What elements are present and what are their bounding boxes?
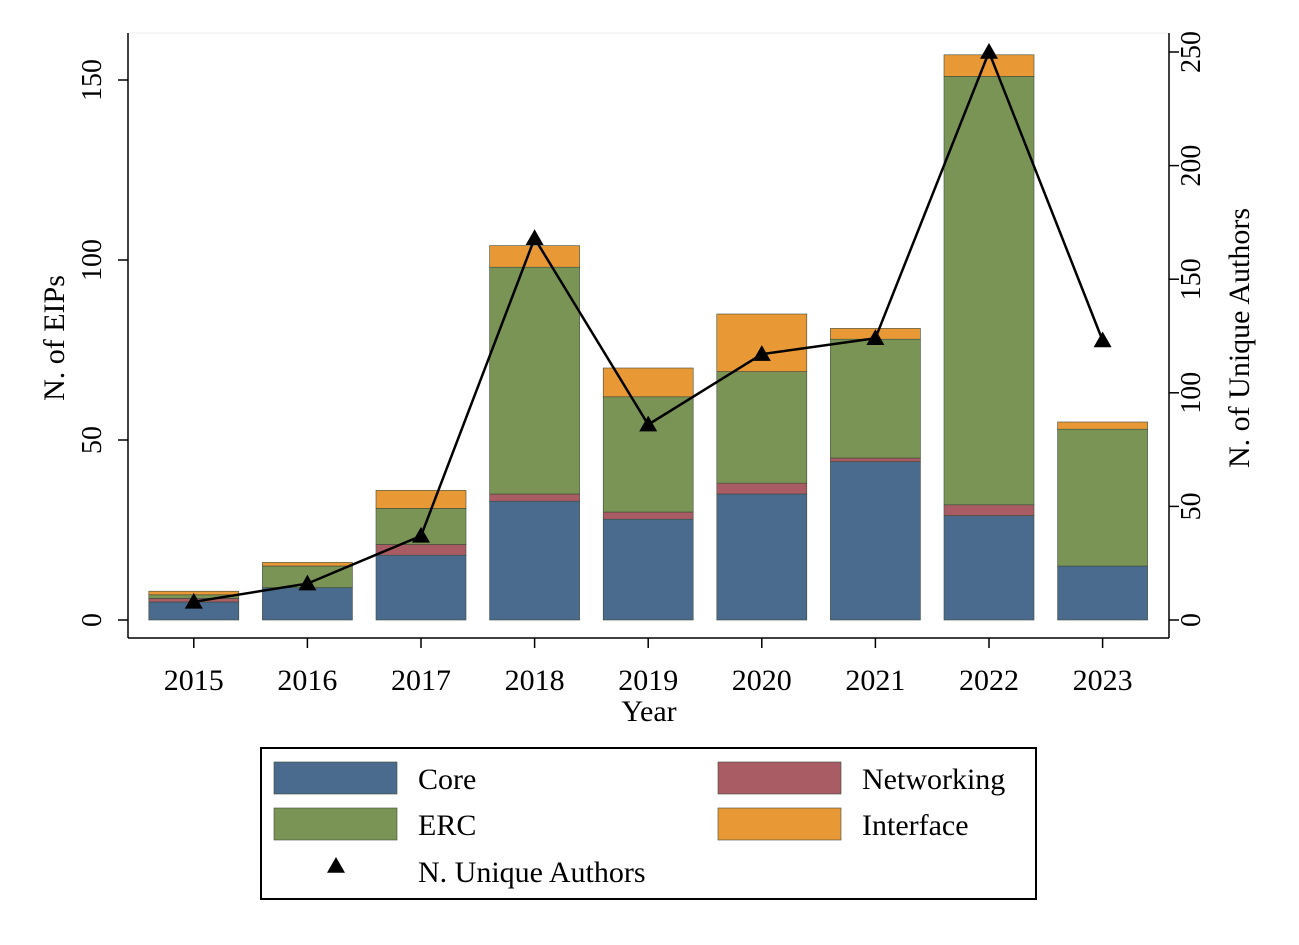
bars-group (148, 54, 1148, 621)
bar-networking-2019 (602, 511, 694, 520)
y2-tick-label-150: 150 (1176, 258, 1207, 300)
x-tick-label-2022: 2022 (959, 664, 1019, 697)
y-tick-label-0: 0 (77, 613, 108, 627)
x-axis-label: Year (621, 695, 676, 728)
bar-networking-2020 (716, 482, 808, 495)
y2-tick-label-0: 0 (1176, 613, 1207, 627)
legend-marker-authors (327, 857, 345, 873)
bar-core-2022 (943, 515, 1035, 621)
legend-swatch-core (273, 761, 398, 795)
y-axis-label: N. of EIPs (38, 275, 71, 401)
y-tick-label-50: 50 (77, 426, 108, 454)
x-tick-label-2020: 2020 (732, 664, 792, 697)
x-tick-label-2019: 2019 (618, 664, 678, 697)
legend-label-authors: N. Unique Authors (418, 856, 646, 889)
legend-swatch-erc (273, 807, 398, 841)
authors-line-group (184, 43, 1112, 609)
y2-tick-label-200: 200 (1176, 145, 1207, 187)
y2-tick-label-50: 50 (1176, 492, 1207, 520)
authors-marker-2022 (980, 43, 998, 59)
legend-label-erc: ERC (418, 809, 476, 842)
bar-core-2017 (375, 554, 467, 621)
bar-core-2019 (602, 518, 694, 621)
authors-marker-2019 (639, 415, 658, 432)
bar-networking-2021 (830, 457, 921, 462)
authors-marker-2017 (412, 526, 430, 543)
bar-core-2016 (262, 587, 353, 621)
bar-core-2023 (1057, 565, 1148, 621)
bar-networking-2022 (943, 504, 1035, 516)
y2-tick-label-100: 100 (1176, 372, 1207, 414)
bar-erc-2020 (716, 371, 808, 484)
bar-interface-2023 (1057, 421, 1148, 430)
bar-core-2020 (716, 493, 808, 621)
legend-swatch-interface (717, 807, 842, 841)
x-tick-label-2017: 2017 (391, 664, 451, 697)
x-tick-label-2023: 2023 (1073, 664, 1133, 697)
y2-axis-label: N. of Unique Authors (1223, 208, 1256, 468)
authors-marker-2016 (298, 574, 317, 591)
authors-marker-2021 (866, 329, 885, 346)
bar-erc-2019 (602, 396, 694, 513)
legend-label-networking: Networking (862, 763, 1005, 796)
x-tick-label-2016: 2016 (277, 664, 337, 697)
axes-group: 0 50 100 150 0 50 100 150 200 250 2015 2016 2017 2018… (77, 31, 1207, 697)
bar-erc-2023 (1057, 428, 1148, 567)
y-tick-label-100: 100 (77, 239, 108, 281)
bar-interface-2016 (262, 562, 353, 567)
legend-label-core: Core (418, 763, 476, 796)
authors-marker-2020 (752, 345, 771, 361)
bar-core-2021 (830, 461, 921, 621)
x-tick-label-2018: 2018 (505, 664, 565, 697)
y2-tick-label-250: 250 (1176, 31, 1207, 73)
bar-erc-2021 (830, 338, 921, 459)
y-tick-label-150: 150 (77, 59, 108, 101)
bar-erc-2022 (943, 76, 1035, 506)
bar-networking-2018 (489, 493, 580, 502)
bar-interface-2018 (489, 245, 580, 268)
bar-erc-2018 (489, 266, 580, 495)
x-tick-label-2015: 2015 (164, 664, 224, 697)
legend: Core Networking ERC Interface N. Unique Auth… (260, 747, 1037, 900)
authors-marker-2015 (184, 592, 203, 609)
bar-interface-2020 (716, 313, 808, 372)
x-tick-label-2021: 2021 (845, 664, 905, 697)
authors-marker-2018 (525, 229, 544, 246)
bar-interface-2017 (375, 490, 467, 509)
legend-swatch-networking (717, 761, 842, 795)
bar-interface-2019 (602, 367, 694, 398)
bar-core-2018 (489, 500, 580, 621)
legend-label-interface: Interface (862, 809, 969, 842)
authors-marker-2023 (1093, 331, 1112, 348)
